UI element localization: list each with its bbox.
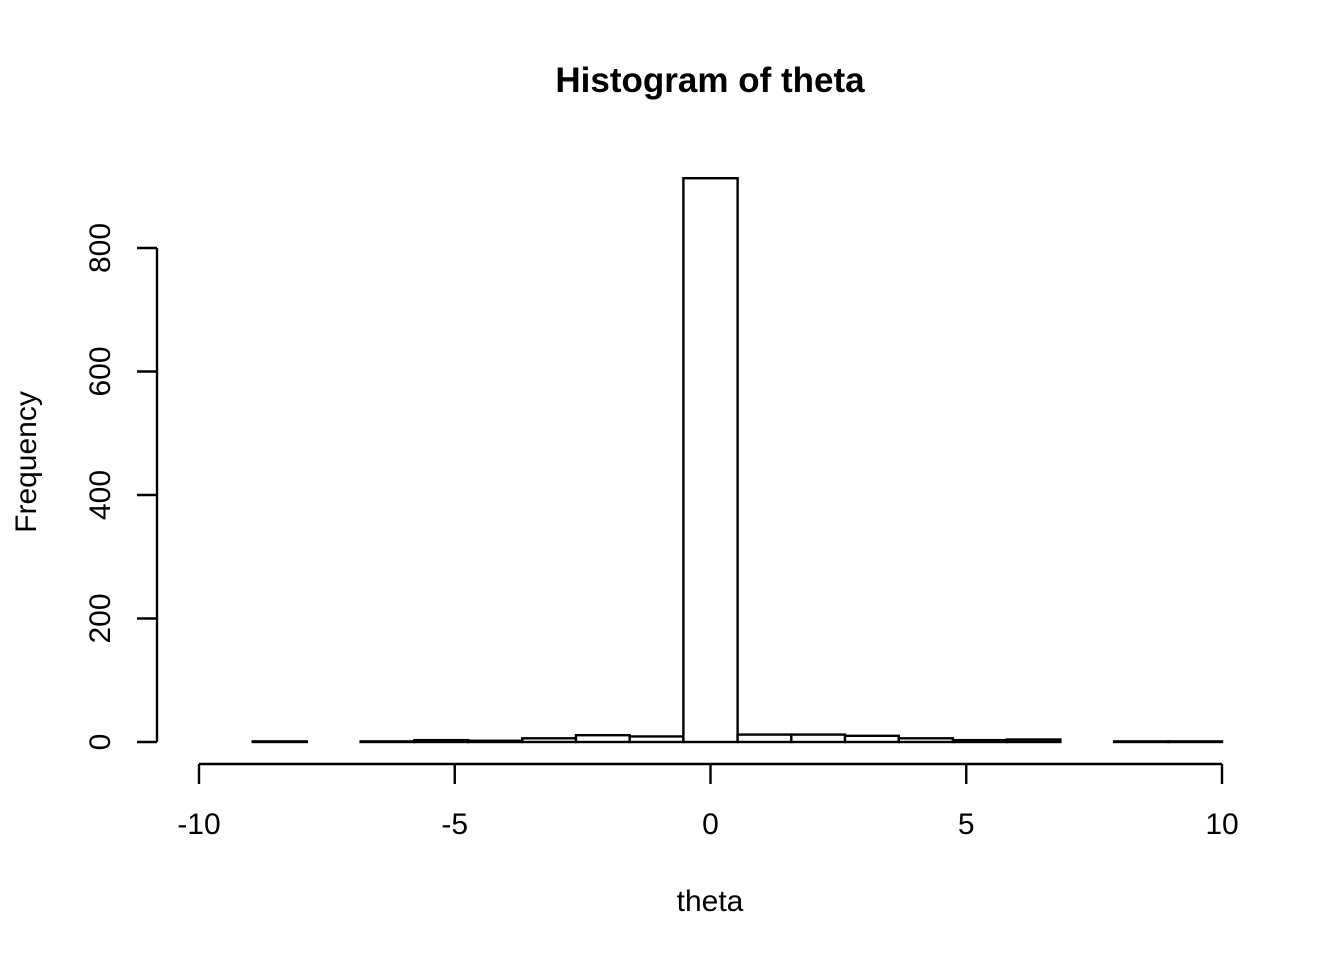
y-tick-label: 400: [84, 470, 117, 520]
histogram-bar: [521, 737, 578, 744]
y-tick-label: 0: [84, 734, 117, 751]
y-tick-label: 200: [84, 593, 117, 643]
histogram-bar: [628, 735, 685, 744]
y-tick-label: 800: [84, 223, 117, 273]
histogram-bar: [251, 740, 309, 744]
x-tick-label: 10: [1205, 808, 1238, 841]
histogram-bar: [843, 734, 900, 744]
histogram-bar: [359, 740, 416, 744]
histogram-bar: [574, 734, 631, 744]
histogram-bar: [682, 177, 739, 744]
histogram-bar: [1112, 740, 1170, 744]
histogram-bar: [1167, 740, 1224, 744]
x-tick-label: 5: [958, 808, 975, 841]
x-tick-label: -5: [441, 808, 468, 841]
y-axis-label: Frequency: [10, 391, 43, 533]
x-tick-label: -10: [177, 808, 220, 841]
bars-group: [251, 177, 1224, 744]
histogram-bar: [413, 738, 470, 744]
y-axis: 0 200 400 600 800: [84, 223, 159, 751]
y-tick-label: 600: [84, 346, 117, 396]
histogram-bar: [951, 738, 1008, 744]
x-axis-label: theta: [677, 885, 744, 918]
histogram-bar: [736, 733, 793, 744]
histogram-bar: [897, 737, 955, 744]
chart-title: Histogram of theta: [555, 61, 865, 100]
histogram-bar: [1005, 738, 1062, 744]
x-tick-label: 0: [702, 808, 719, 841]
histogram-bar: [466, 739, 524, 744]
histogram-bar: [790, 733, 847, 744]
x-axis: -10 -5 0 5 10: [177, 762, 1239, 841]
